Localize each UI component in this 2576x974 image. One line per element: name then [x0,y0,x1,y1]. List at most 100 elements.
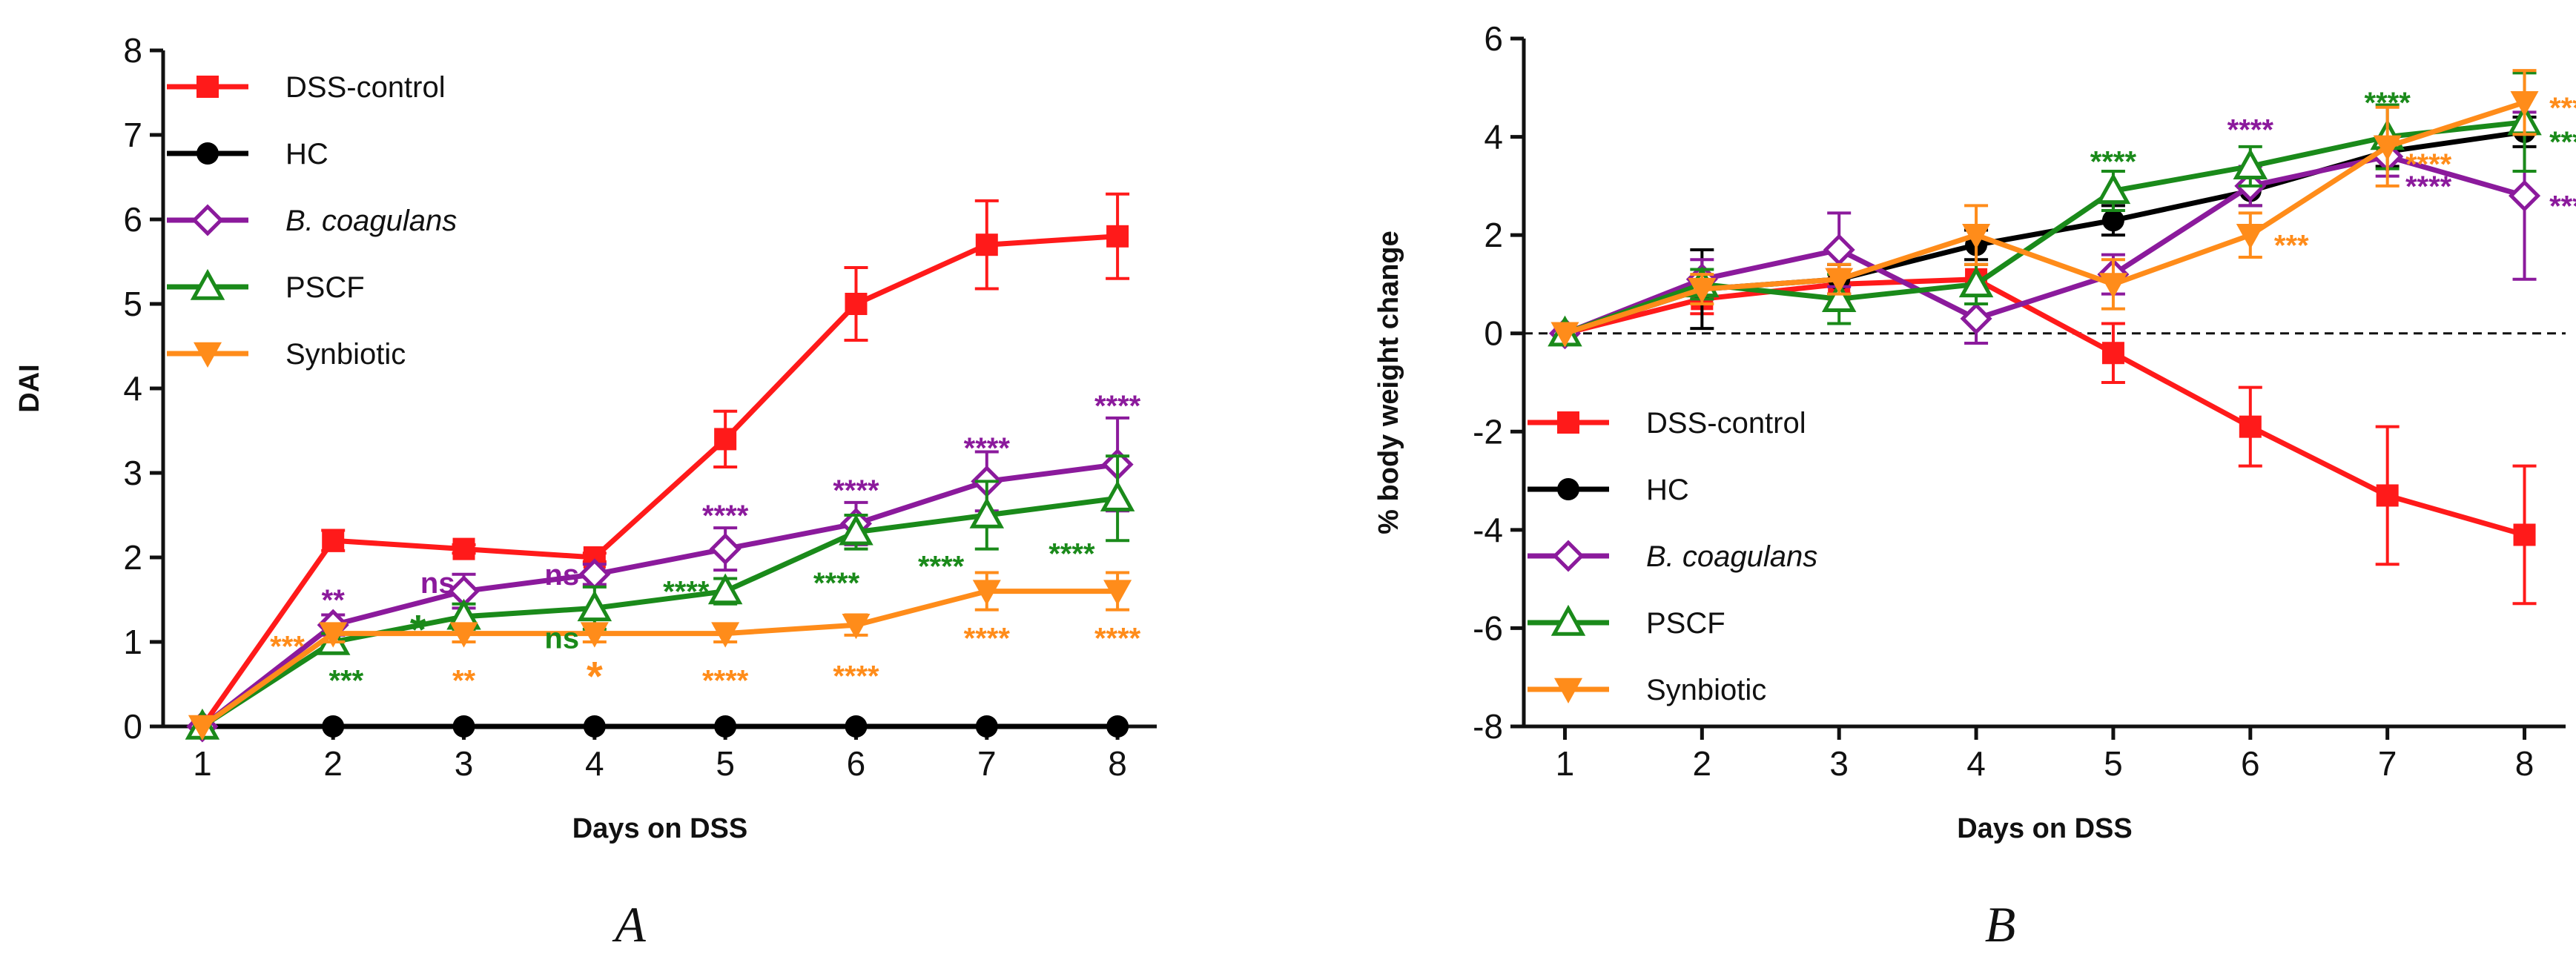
significance-label: **** [1094,622,1141,655]
y-tick-label: 5 [123,285,142,323]
legend-label: HC [1646,474,1689,506]
series-dss-control [191,192,1130,738]
data-point [188,715,217,741]
y-tick-label: 4 [123,369,142,408]
data-point [1688,277,1717,304]
series-hc [191,715,1129,738]
significance-label: **** [2365,87,2411,119]
legend-label: HC [285,138,328,170]
data-point [1825,268,1854,294]
data-point [2509,179,2541,212]
x-tick-label: 5 [2104,744,2123,783]
data-point [1962,223,1991,250]
x-tick-label: 1 [193,744,212,783]
panel-b: -8 -6 -4 -2 0 2 4 6 1 2 3 4 5 6 7 8 Days on DSS % body we… [1373,19,2576,953]
y-tick-label: 2 [123,538,142,577]
data-point [845,293,868,315]
data-point [842,614,871,640]
y-tick-label: 2 [1484,216,1503,254]
significance-label: **** [2549,190,2576,222]
significance-label: **** [702,664,749,697]
data-point [2373,135,2402,161]
data-point [975,233,998,256]
legend-swatch-marker [191,204,224,236]
legend-label: B. coagulans [285,205,457,237]
data-point [1958,266,1994,298]
y-tick-label: -2 [1473,412,1503,451]
legend-label: PSCF [1646,607,1725,640]
x-tick-label: 2 [1693,744,1712,783]
data-point [1960,302,1992,335]
data-point [1550,322,1579,348]
data-point [1106,715,1129,738]
significance-label: ** [452,664,476,697]
data-point [2233,148,2268,180]
y-tick-label: 6 [123,200,142,239]
series-line [200,462,1118,729]
x-tick-label: 3 [1829,744,1849,783]
significance-label: **** [964,622,1011,655]
legend-swatch-marker [1550,604,1586,636]
significance-label: **** [1048,537,1095,570]
y-tick-label: 8 [123,31,142,70]
data-point [972,580,1001,606]
series-line [1564,276,2526,537]
data-point [2101,342,2124,365]
significance-label: **** [813,567,860,600]
data-point [319,622,348,648]
legend-label: DSS-control [1646,407,1806,440]
data-point [452,537,475,560]
x-tick-label: 4 [1966,744,1986,783]
legend-swatch-marker [1557,411,1579,434]
series-line [200,589,1118,729]
data-point [452,715,475,738]
y-tick-label: 1 [123,623,142,661]
significance-label: **** [1094,390,1141,423]
significance-label: * [410,606,426,653]
data-point [583,715,606,738]
data-point [845,715,868,738]
data-point [2101,209,2124,232]
significance-label: **** [2227,114,2274,147]
data-point [711,622,740,648]
x-tick-label: 8 [2515,744,2534,783]
legend-swatch-marker [196,142,219,165]
x-tick-label: 7 [2378,744,2397,783]
legend-swatch-marker [1552,540,1585,572]
data-point [2096,173,2131,205]
significance-label: **** [663,576,710,609]
data-point [577,590,612,622]
data-point [322,529,345,552]
x-tick-label: 5 [716,744,735,783]
legend-swatch-marker [190,268,225,300]
significance-label: ns [544,622,579,655]
data-point [1103,580,1132,606]
significance-label: **** [918,550,965,583]
data-point [2513,523,2536,546]
panel-label: A [612,896,646,953]
y-tick-label: 0 [123,707,142,746]
legend-label: B. coagulans [1646,540,1817,573]
data-point [839,514,873,546]
y-tick-label: 4 [1484,118,1503,156]
legend-swatch-marker [1557,478,1579,500]
legend-swatch-marker [1554,678,1582,703]
significance-label: **** [833,474,879,507]
panel-label: B [1985,896,2016,953]
significance-label: *** [270,631,305,663]
data-point [707,573,743,605]
x-tick-label: 1 [1556,744,1575,783]
y-tick-label: -6 [1473,609,1503,647]
data-point [975,715,998,738]
y-tick-label: -4 [1473,511,1503,549]
data-point [969,497,1005,529]
significance-label: ns [420,567,455,600]
x-tick-label: 8 [1108,744,1127,783]
significance-label: *** [2274,229,2309,262]
y-axis-title: DAI [14,364,45,412]
data-point [1823,233,1855,266]
y-tick-label: 7 [123,116,142,154]
significance-label: **** [2405,148,2452,181]
series-synbiotic [1550,69,2539,348]
data-point [1100,480,1135,511]
